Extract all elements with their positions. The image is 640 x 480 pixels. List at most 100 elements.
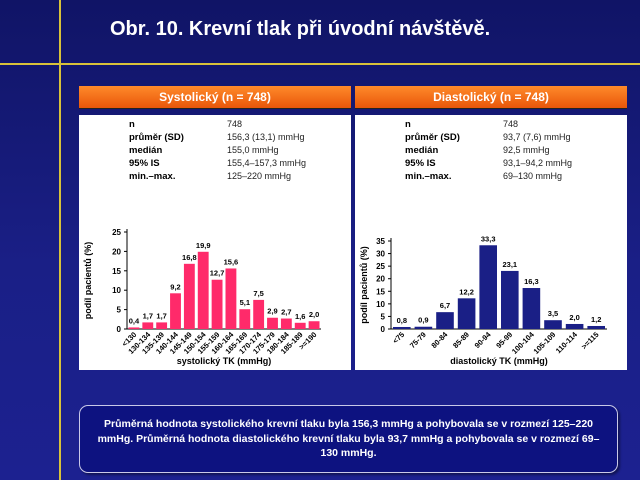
x-axis-title: systolický TK (mmHg) [177,356,272,366]
diastolic-panel: Diastolický (n = 748) n 748 průměr (SD) 93,… [355,86,627,370]
bar-value-label: 0,9 [418,316,428,325]
histogram-bar [142,322,154,329]
y-tick-label: 15 [112,267,121,276]
bar-value-label: 6,7 [440,301,450,310]
bar-value-label: 1,6 [295,312,305,321]
stat-value: 748 [227,119,243,129]
slide-title: Obr. 10. Krevní tlak při úvodní návštěvě… [110,18,491,40]
x-tick-label: 110-114 [554,329,580,355]
stat-value: 69–130 mmHg [503,171,563,181]
histogram-bar [479,245,497,329]
histogram-bar [128,327,140,329]
histogram-bar [225,268,237,329]
stat-row: 95% IS 93,1–94,2 mmHg [355,158,627,170]
histogram-bar [308,321,320,329]
bar-value-label: 2,7 [281,308,291,317]
stat-label: min.–max. [129,171,176,182]
stat-value: 748 [503,119,519,129]
histogram-bar [267,317,278,329]
bar-value-label: 15,6 [224,257,239,266]
stat-label: 95% IS [129,158,160,169]
systolic-panel-header: Systolický (n = 748) [79,86,351,109]
histogram-bar [501,270,519,329]
bar-value-label: 12,7 [210,269,225,278]
bar-value-label: 1,2 [591,315,601,324]
stat-label: medián [405,145,439,156]
y-tick-label: 25 [376,262,385,271]
y-tick-label: 10 [112,286,121,295]
stat-row: n 748 [355,119,627,131]
x-tick-label: 80-84 [429,329,450,350]
histogram-bar [239,309,251,329]
histogram-bar [253,299,265,329]
stat-label: min.–max. [405,171,452,182]
histogram-bar [280,318,292,329]
bar-value-label: 2,9 [267,307,277,316]
histogram-bar [393,326,411,329]
bar-value-label: 16,3 [524,277,539,286]
bar-value-label: 2,0 [569,313,579,322]
x-tick-label: >=115 [580,330,601,351]
bar-value-label: 7,5 [253,289,263,298]
diastolic-panel-body: n 748 průměr (SD) 93,7 (7,6) mmHg medián 92,5… [355,115,627,370]
stat-row: min.–max. 125–220 mmHg [79,171,351,183]
histogram-bar [522,288,541,329]
y-tick-label: 5 [381,312,386,321]
accent-horizontal-line [0,63,640,65]
summary-text: Průměrná hodnota systolického krevní tla… [97,418,600,460]
stat-value: 125–220 mmHg [227,171,292,181]
bar-value-label: 1,7 [156,311,166,320]
stat-label: průměr (SD) [129,132,184,143]
histogram-bar [544,320,562,329]
bar-value-label: 33,3 [481,234,496,243]
bar-value-label: 3,5 [548,309,558,318]
y-tick-label: 0 [381,325,386,334]
x-axis-title: diastolický TK (mmHg) [450,356,548,366]
y-tick-label: 25 [112,228,121,237]
stat-value: 155,0 mmHg [227,145,279,155]
histogram-bar [587,325,605,329]
stat-row: n 748 [79,119,351,131]
histogram-bar [414,326,433,329]
y-tick-label: 0 [117,325,122,334]
stat-value: 93,1–94,2 mmHg [503,158,573,168]
stat-value: 93,7 (7,6) mmHg [503,132,571,142]
histogram-bar [436,312,454,329]
stat-label: n [405,119,411,130]
y-axis-title: podíl pacientů (%) [359,246,369,324]
y-tick-label: 20 [112,247,121,256]
y-tick-label: 30 [376,250,385,259]
bar-value-label: 0,8 [397,316,407,325]
stat-row: 95% IS 155,4–157,3 mmHg [79,158,351,170]
histogram-bar [457,298,476,329]
diastolic-histogram: 0 5 10 15 20 25 30 35 0,8 <75 0,9 75-79 6,7 80-84 12,2… [359,234,607,366]
systolic-histogram: 05101520250,4<1301,7130-1341,7135-1399,2… [83,228,321,366]
stat-row: průměr (SD) 93,7 (7,6) mmHg [355,132,627,144]
bar-value-label: 0,4 [129,316,140,325]
x-tick-label: 100-104 [510,329,536,355]
y-tick-label: 35 [376,237,385,246]
histogram-bar [211,279,223,329]
histogram-bar [294,322,306,329]
x-tick-label: 85-89 [451,330,471,350]
stat-label: n [129,119,135,130]
stat-value: 92,5 mmHg [503,145,550,155]
systolic-panel: Systolický (n = 748) n 748 průměr (SD) 156,… [79,86,351,370]
summary-box: Průměrná hodnota systolického krevní tla… [79,405,618,473]
bar-value-label: 1,7 [143,311,153,320]
histogram-bar [197,251,209,329]
y-tick-label: 10 [376,300,385,309]
x-tick-label: 105-109 [532,330,558,356]
bar-value-label: 5,1 [240,298,250,307]
stat-label: průměr (SD) [405,132,460,143]
y-tick-label: 5 [117,306,122,315]
bar-value-label: 9,2 [170,282,180,291]
histogram-bar [565,323,584,329]
stat-value: 155,4–157,3 mmHg [227,158,307,168]
y-axis-title: podíl pacientů (%) [83,242,93,320]
bar-value-label: 19,9 [196,241,211,250]
y-tick-label: 20 [376,275,385,284]
stat-label: 95% IS [405,158,436,169]
bar-value-label: 12,2 [459,287,474,296]
bar-value-label: 23,1 [502,260,517,269]
